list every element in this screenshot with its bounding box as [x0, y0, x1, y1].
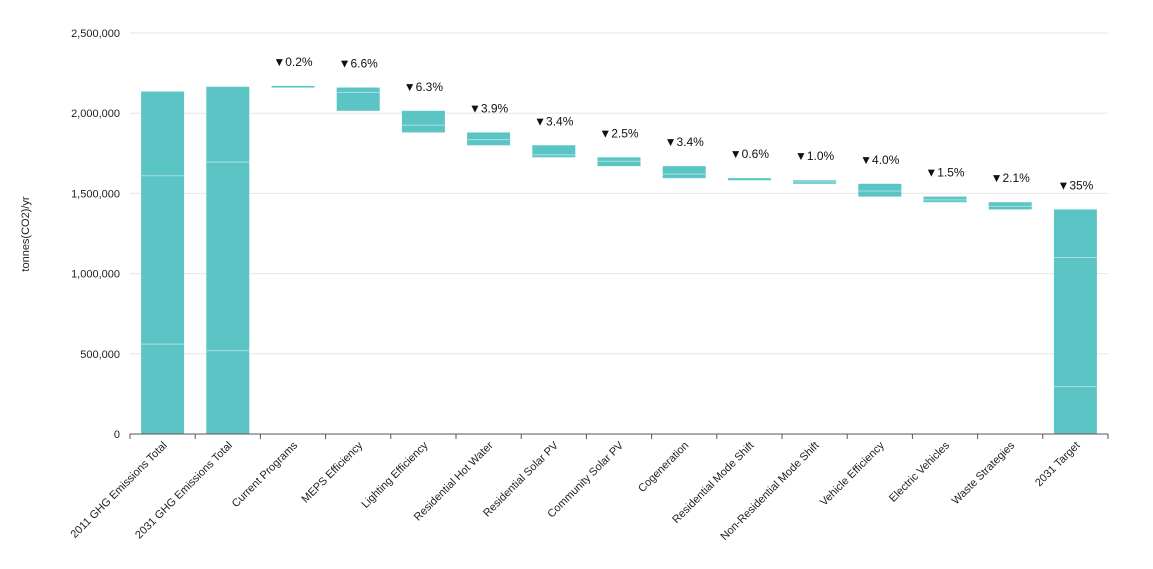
y-tick-label: 2,500,000 [71, 28, 120, 40]
y-tick-label: 500,000 [80, 349, 120, 361]
bar [336, 87, 380, 111]
x-tick-label: Electric Vehicles [887, 439, 952, 504]
y-axis-ticks: 0 500,000 1,000,000 1,500,000 2,000,000 2,500… [71, 28, 120, 441]
bar [727, 178, 771, 181]
data-label: ▼6.6% [339, 57, 379, 71]
data-label: ▼35% [1057, 178, 1093, 192]
x-tick-label: Vehicle Efficiency [818, 439, 887, 508]
x-tick-label: 2031 Target [1033, 440, 1082, 489]
axes [129, 433, 1109, 439]
bar [141, 91, 185, 435]
bar [206, 86, 250, 434]
x-tick-label: Lighting Efficiency [359, 439, 430, 510]
x-tick-label: Current Programs [230, 439, 301, 510]
bar [1053, 209, 1097, 434]
data-label: ▼0.6% [730, 147, 770, 161]
data-label: ▼1.0% [795, 149, 835, 163]
y-tick-label: 0 [114, 429, 120, 441]
y-tick-label: 1,500,000 [71, 188, 120, 200]
data-labels: ▼0.2% ▼6.6% ▼6.3% ▼3.9% ▼3.4% ▼2.5% ▼3.4% ▼0.6%… [273, 55, 1093, 193]
bar [662, 166, 706, 179]
x-tick-label: MEPS Efficiency [299, 439, 365, 505]
bar [271, 85, 315, 88]
y-axis-title: tonnes(CO2)/yr [20, 196, 32, 272]
y-tick-label: 2,000,000 [71, 108, 120, 120]
bar [467, 132, 511, 146]
data-label: ▼6.3% [404, 80, 444, 94]
gridlines [130, 32, 1108, 355]
bars [141, 85, 1097, 435]
data-label: ▼3.4% [665, 135, 705, 149]
bar [401, 110, 445, 133]
x-tick-label: Waste Strategies [950, 439, 1018, 507]
data-label: ▼3.4% [534, 114, 574, 128]
data-label: ▼0.2% [273, 55, 313, 69]
data-label: ▼3.9% [469, 101, 509, 115]
data-label: ▼1.5% [925, 166, 965, 180]
data-label: ▼2.5% [599, 126, 639, 140]
bar [858, 183, 902, 197]
bar [532, 145, 576, 158]
data-label: ▼2.1% [991, 171, 1031, 185]
x-tick-label: Cogeneration [636, 440, 691, 495]
data-label: ▼4.0% [860, 153, 900, 167]
y-tick-label: 1,000,000 [71, 269, 120, 281]
